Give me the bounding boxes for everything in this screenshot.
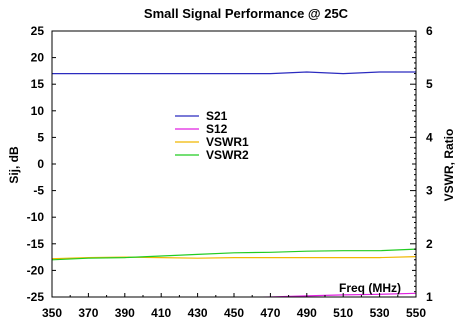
y-left-tick-label: -20 — [27, 263, 45, 277]
y-right-tick-label: 3 — [426, 184, 433, 198]
y-right-tick-label: 1 — [426, 290, 433, 304]
tick-labels: 350 370 390 410 430 450 470 490 510 530 5502520151… — [27, 24, 433, 320]
legend-label-vswr2: VSWR2 — [206, 148, 249, 162]
x-tick-label: 430 — [188, 306, 208, 320]
x-tick-label: 390 — [115, 306, 135, 320]
x-tick-label: 490 — [297, 306, 317, 320]
y-left-tick-label: -10 — [27, 210, 45, 224]
y-left-tick-label: 5 — [37, 130, 44, 144]
y-right-tick-label: 2 — [426, 237, 433, 251]
y-axis-left-label: Sij, dB — [7, 146, 21, 184]
y-left-tick-label: 20 — [31, 51, 45, 65]
x-tick-label: 450 — [224, 306, 244, 320]
y-left-tick-label: -5 — [33, 184, 44, 198]
x-tick-label: 530 — [370, 306, 390, 320]
y-right-tick-label: 5 — [426, 77, 433, 91]
x-tick-label: 410 — [151, 306, 171, 320]
y-left-tick-label: 15 — [31, 77, 45, 91]
chart-title: Small Signal Performance @ 25C — [144, 6, 349, 21]
y-left-tick-label: 25 — [31, 24, 45, 38]
legend-label-vswr1: VSWR1 — [206, 135, 249, 149]
legend-label-s21: S21 — [206, 109, 228, 123]
x-tick-label: 350 — [42, 306, 62, 320]
y-right-tick-label: 4 — [426, 130, 433, 144]
x-tick-label: 470 — [260, 306, 280, 320]
series-layer — [52, 72, 416, 301]
y-axis-right-label: VSWR, Ratio — [442, 129, 456, 202]
x-tick-label: 550 — [406, 306, 426, 320]
y-left-tick-label: -25 — [27, 290, 45, 304]
x-axis-label: Freq (MHz) — [339, 281, 401, 295]
y-left-tick-label: -15 — [27, 237, 45, 251]
x-tick-label: 510 — [333, 306, 353, 320]
legend-label-s12: S12 — [206, 122, 228, 136]
y-left-tick-label: 0 — [37, 157, 44, 171]
y-left-tick-label: 10 — [31, 104, 45, 118]
y-right-tick-label: 6 — [426, 24, 433, 38]
series-line-s21 — [52, 72, 416, 74]
x-tick-label: 370 — [78, 306, 98, 320]
